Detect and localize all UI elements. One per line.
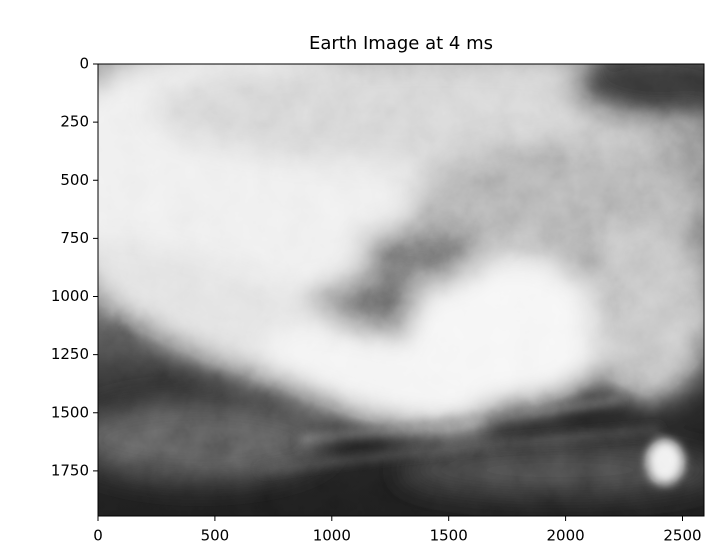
y-tick-label: 0 (79, 55, 89, 73)
x-tick-label: 2500 (663, 527, 701, 545)
x-tick-label: 500 (201, 527, 230, 545)
x-tick-label: 2000 (546, 527, 584, 545)
y-tick-label: 1500 (51, 403, 89, 421)
chart-title: Earth Image at 4 ms (309, 33, 493, 54)
y-tick-label: 250 (60, 113, 89, 131)
x-tick-label: 0 (93, 527, 103, 545)
x-tick-label: 1500 (430, 527, 468, 545)
satellite-image (98, 64, 704, 516)
y-tick-label: 1750 (51, 461, 89, 479)
y-tick-label: 1000 (51, 287, 89, 305)
y-tick-label: 1250 (51, 345, 89, 363)
y-tick-label: 500 (60, 171, 89, 189)
axes-frame (97, 63, 705, 517)
x-tick-label: 1000 (313, 527, 351, 545)
y-tick-label: 750 (60, 229, 89, 247)
